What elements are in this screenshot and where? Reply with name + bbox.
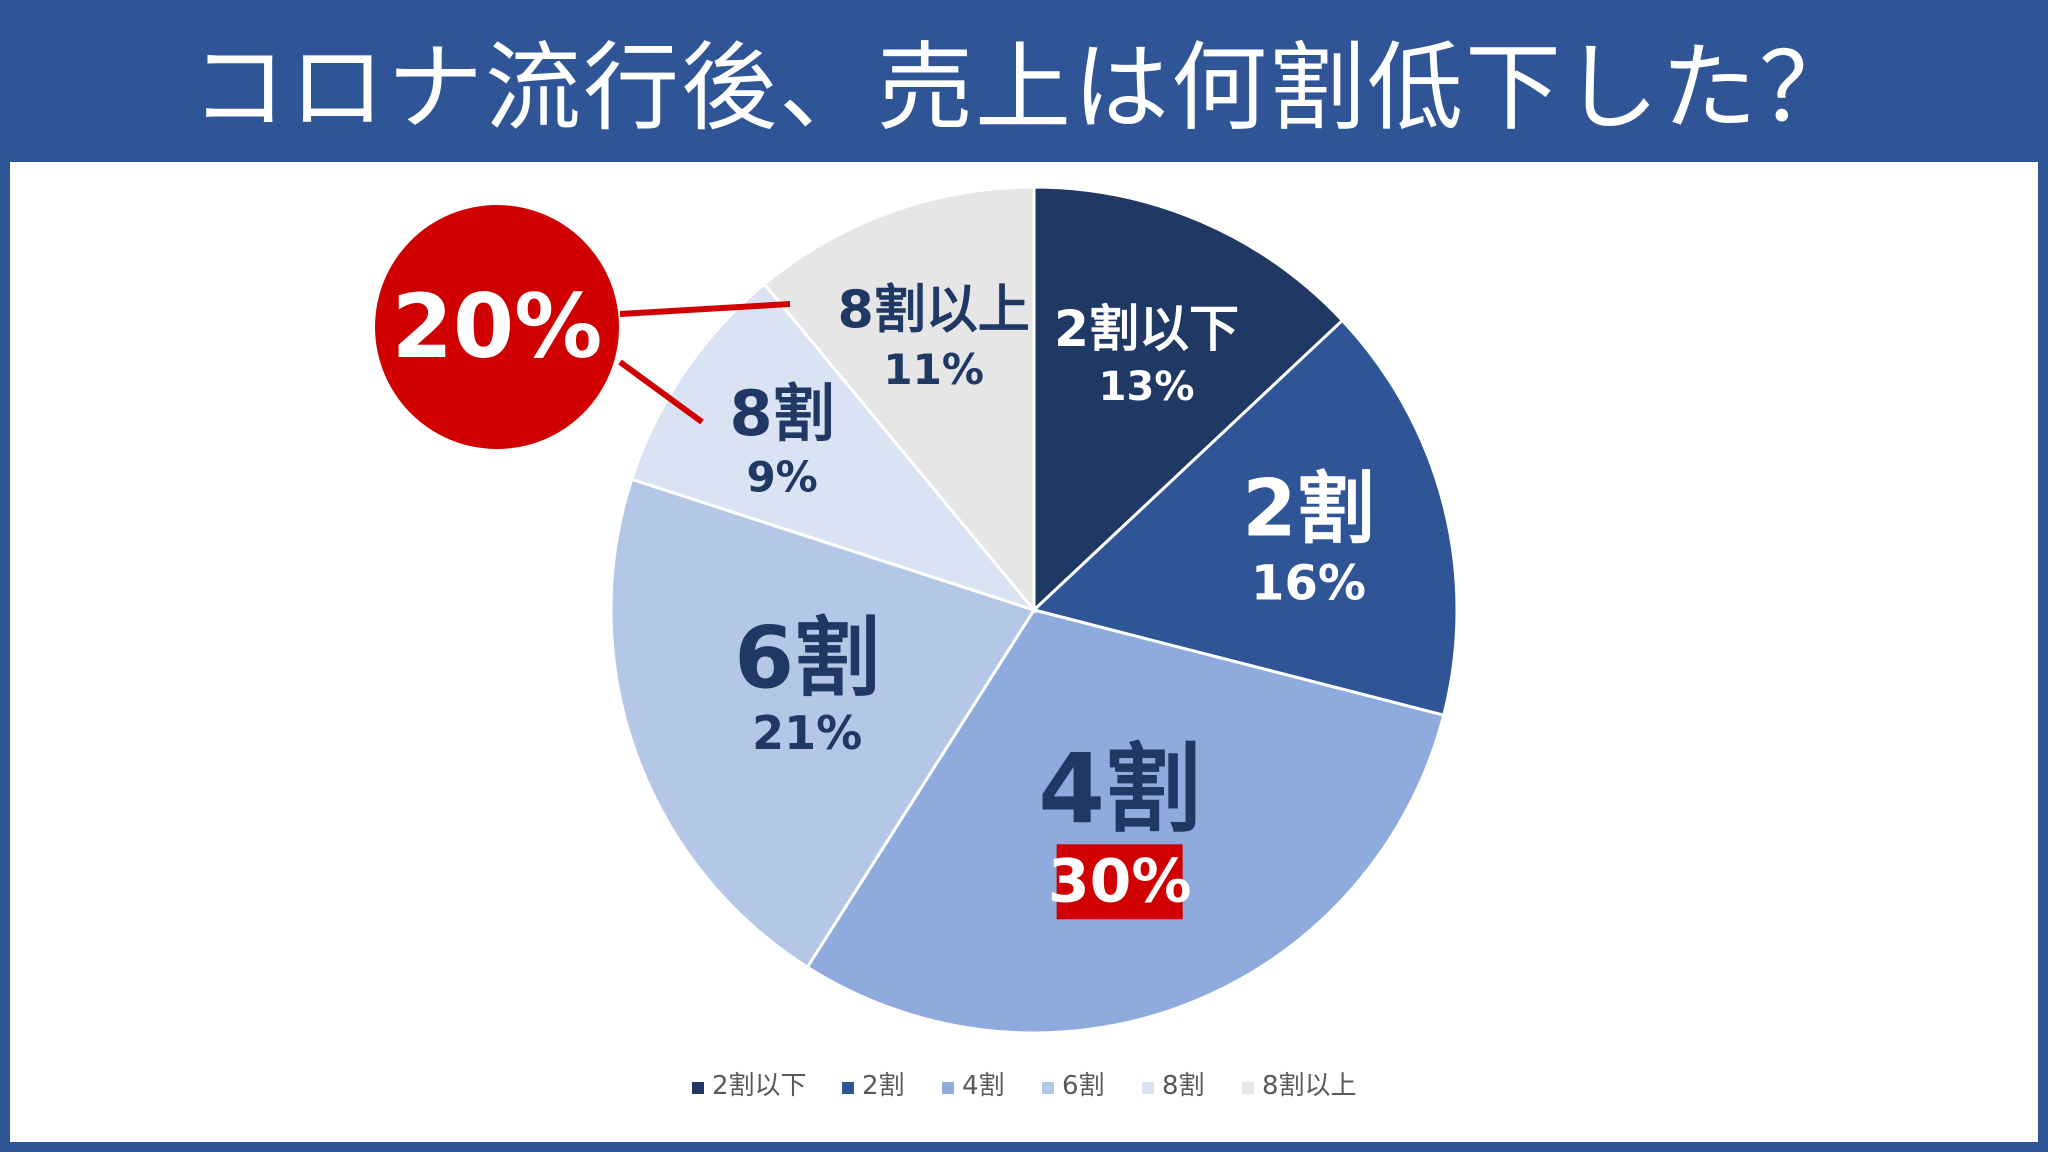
chart-legend: 2割以下 2割 4割 6割 8割 8割以上 [692,1071,1357,1101]
title-banner: コロナ流行後、売上は何割低下した？ [0,0,2048,158]
pie-slice-6 [762,185,1036,615]
slice-category-label: 4割 [1038,733,1201,845]
slice-value-label: 13% [1099,364,1195,410]
legend-label: 2割以下 [712,1071,807,1101]
callout-circle [375,205,619,449]
legend-label: 6割 [1062,1071,1105,1101]
callout-group: 20% [375,205,791,449]
callout-value: 20% [392,275,603,378]
slice-category-label: 2割以下 [1054,300,1239,358]
callout-line-lower [618,359,704,425]
slice-value-label: 21% [752,706,862,760]
slice-category-label: 2割 [1242,465,1374,555]
legend-swatch [1142,1082,1154,1094]
pie-slice-1 [1032,185,1345,614]
slice-category-label: 6割 [734,609,880,709]
chart-panel: 2割以下 13% 2割 16% 4割 30% 6割 21% 8割 9% 8割以上 11% 20% 2割… [10,162,2038,1142]
legend-swatch [692,1082,704,1094]
legend-swatch [842,1082,854,1094]
callout-line-upper [619,301,791,317]
legend-label: 8割以上 [1262,1071,1357,1101]
slice-category-label: 8割 [730,377,835,450]
pie-slice-2 [1030,318,1459,718]
legend-label: 2割 [862,1071,905,1101]
legend-label: 8割 [1162,1071,1205,1101]
legend-swatch [1242,1082,1254,1094]
chart-title: コロナ流行後、売上は何割低下した？ [191,31,1857,144]
legend-swatch [1042,1082,1054,1094]
pie-slice-4 [609,477,1037,970]
slice-value-label: 11% [883,345,984,394]
slice-value-label: 16% [1251,556,1366,612]
pie-slice-5 [629,281,1039,614]
slice-value-label: 30% [1048,846,1192,916]
pie-slice-3 [805,608,1446,1035]
slice-category-label: 8割以上 [838,280,1030,340]
slice-value-label: 9% [746,452,817,501]
legend-label: 4割 [962,1071,1005,1101]
highlight-value-box [1056,844,1183,920]
legend-swatch [942,1082,954,1094]
pie-slices [609,185,1459,1035]
